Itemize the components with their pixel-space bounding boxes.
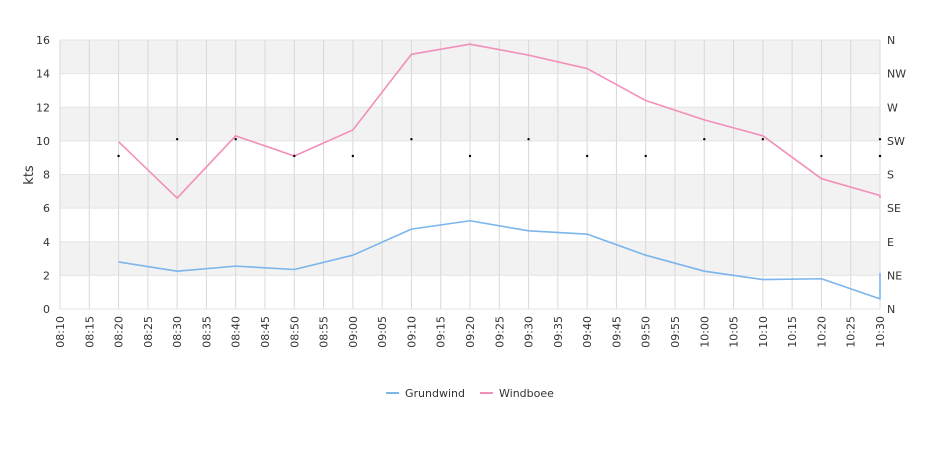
y-tick-label: 6: [43, 202, 50, 215]
x-tick-label: 10:05: [728, 316, 741, 348]
direction-tick-label: W: [887, 101, 898, 114]
direction-tick-label: N: [887, 34, 895, 47]
x-tick-label: 09:20: [464, 316, 477, 348]
x-tick-label: 09:30: [523, 316, 536, 348]
x-axis-ticks: 08:10 08:15 08:20 08:25 08:30 08:35 08:40 08:45…: [54, 316, 887, 348]
direction-marker: [351, 154, 355, 158]
direction-marker: [410, 137, 413, 141]
x-tick-label: 10:15: [786, 316, 799, 348]
direction-marker: [878, 154, 882, 158]
direction-marker: [820, 154, 823, 158]
y-tick-label: 14: [36, 68, 50, 81]
direction-marker: [703, 137, 706, 141]
x-tick-label: 09:55: [669, 316, 682, 348]
direction-marker: [878, 137, 882, 141]
x-tick-label: 08:10: [54, 316, 67, 348]
direction-tick-label: NW: [887, 68, 906, 81]
x-tick-label: 08:30: [171, 316, 184, 348]
direction-tick-label: SE: [887, 202, 901, 215]
x-tick-label: 09:50: [640, 316, 653, 348]
x-tick-label: 09:05: [376, 316, 389, 348]
y-tick-label: 12: [36, 101, 50, 114]
direction-marker: [585, 154, 589, 158]
x-tick-label: 10:10: [757, 316, 770, 348]
x-tick-label: 09:35: [552, 316, 565, 348]
y-tick-label: 2: [43, 269, 50, 282]
x-tick-label: 08:45: [259, 316, 272, 348]
series-line-windboee: [118, 43, 881, 199]
x-tick-label: 08:35: [200, 316, 213, 348]
grid-lines: [59, 39, 881, 310]
direction-tick-label: SW: [887, 135, 905, 148]
x-tick-label: 10:30: [874, 316, 887, 348]
y-axis-ticks: 0 2 4 6 8 10 12 14 16: [36, 34, 50, 316]
legend-label: Windboee: [499, 387, 554, 400]
legend: Grundwind Windboee: [386, 387, 554, 400]
x-tick-label: 08:40: [230, 316, 243, 348]
direction-tick-label: S: [887, 169, 894, 182]
y-tick-label: 4: [43, 236, 50, 249]
direction-marker: [234, 137, 237, 141]
direction-marker: [761, 137, 765, 141]
series-layer: [118, 43, 881, 300]
x-tick-label: 10:20: [815, 316, 828, 348]
x-tick-label: 10:25: [845, 316, 858, 348]
x-tick-label: 09:45: [610, 316, 623, 348]
legend-label: Grundwind: [405, 387, 465, 400]
direction-marker: [293, 154, 296, 158]
x-tick-label: 09:15: [435, 316, 448, 348]
y-tick-label: 16: [36, 34, 50, 47]
direction-marker: [117, 154, 120, 158]
direction-markers: [117, 137, 882, 158]
y-tick-label: 0: [43, 303, 50, 316]
y-axis-label: kts: [22, 165, 37, 185]
x-tick-label: 09:25: [493, 316, 506, 348]
direction-tick-label: E: [887, 236, 894, 249]
direction-marker: [527, 137, 530, 141]
y-tick-label: 8: [43, 169, 50, 182]
direction-tick-label: NE: [887, 269, 902, 282]
direction-marker: [468, 154, 472, 158]
x-tick-label: 08:20: [113, 316, 126, 348]
x-tick-label: 10:00: [698, 316, 711, 348]
direction-tick-label: N: [887, 303, 895, 316]
x-tick-label: 08:25: [142, 316, 155, 348]
direction-axis-ticks: N NE E SE S SW W NW N: [887, 34, 906, 316]
x-tick-label: 09:00: [347, 316, 360, 348]
x-tick-label: 09:10: [405, 316, 418, 348]
direction-marker: [175, 137, 179, 141]
direction-marker: [644, 154, 647, 158]
x-tick-label: 08:15: [83, 316, 96, 348]
x-tick-label: 08:50: [288, 316, 301, 348]
x-tick-label: 08:55: [318, 316, 331, 348]
series-line-grundwind: [118, 219, 881, 300]
x-tick-label: 09:40: [581, 316, 594, 348]
y-tick-label: 10: [36, 135, 50, 148]
